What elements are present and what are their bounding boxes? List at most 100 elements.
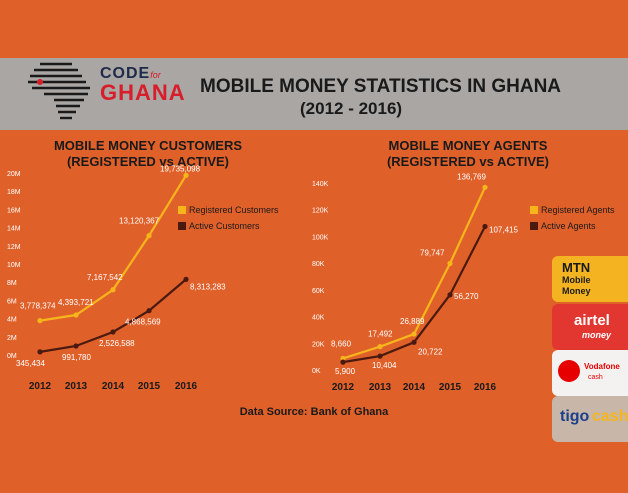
data-point <box>110 287 116 293</box>
logo-for-text: for <box>150 70 161 80</box>
y-tick-label: 12M <box>7 244 21 251</box>
data-label: 13,120,367 <box>119 217 160 226</box>
legend-swatch <box>178 206 186 214</box>
mtn-mobile-money-logo: MTN Mobile Money <box>552 256 628 302</box>
data-label: 991,780 <box>62 353 91 362</box>
y-tick-label: 6M <box>7 298 17 305</box>
y-tick-label: 8M <box>7 280 17 287</box>
data-point <box>447 292 453 298</box>
y-tick-label: 120K <box>312 208 329 215</box>
data-point <box>146 233 152 239</box>
x-tick-label: 2012 <box>332 382 355 393</box>
legend-label: Active Customers <box>189 221 260 231</box>
mtn-logo-line1: MTN <box>562 260 591 275</box>
data-label: 7,167,542 <box>87 273 123 282</box>
legend-swatch <box>178 222 186 230</box>
data-point <box>482 184 488 190</box>
data-point <box>447 260 453 267</box>
data-label: 345,434 <box>16 359 45 368</box>
data-label: 4,393,721 <box>58 298 94 307</box>
data-point <box>146 308 152 314</box>
y-tick-label: 16M <box>7 207 21 214</box>
data-point <box>37 318 43 324</box>
y-tick-label: 20K <box>312 341 325 348</box>
page-subtitle: (2012 - 2016) <box>300 99 403 118</box>
data-label: 10,404 <box>372 361 397 370</box>
data-label: 5,900 <box>335 367 356 376</box>
y-tick-label: 40K <box>312 315 325 322</box>
x-tick-label: 2015 <box>439 382 462 393</box>
data-source-note: Data Source: Bank of Ghana <box>239 406 389 418</box>
data-point <box>482 223 488 230</box>
data-point <box>183 172 189 179</box>
customers-chart-title: MOBILE MONEY CUSTOMERS (REGISTERED vs AC… <box>38 138 258 170</box>
voda-logo-line1: Vodafone <box>584 362 620 371</box>
vodafone-cash-logo: Vodafone cash <box>552 350 628 396</box>
tigo-cash-logo: tigo cash <box>552 396 628 442</box>
page-title: MOBILE MONEY STATISTICS IN GHANA <box>200 76 562 97</box>
y-tick-label: 10M <box>7 262 21 269</box>
voda-logo-line2: cash <box>588 374 603 381</box>
data-label: 26,889 <box>400 317 425 326</box>
legend-swatch <box>530 222 538 230</box>
mtn-logo-line3: Money <box>562 286 591 296</box>
data-label: 4,868,569 <box>125 318 161 327</box>
tigo-logo-line2: cash <box>592 408 628 425</box>
x-tick-label: 2012 <box>29 381 52 392</box>
y-tick-label: 140K <box>312 181 329 188</box>
y-tick-label: 0M <box>7 353 17 360</box>
data-label: 2,526,588 <box>99 339 135 348</box>
data-label: 8,313,283 <box>190 282 226 291</box>
y-tick-label: 4M <box>7 317 17 324</box>
africa-map-logo-icon <box>28 62 90 120</box>
agents-chart-title: MOBILE MONEY AGENTS (REGISTERED vs ACTIV… <box>358 138 578 170</box>
y-tick-label: 20M <box>7 171 21 178</box>
agents-title-line1: MOBILE MONEY AGENTS <box>388 138 548 153</box>
data-point <box>411 339 417 345</box>
agents-title-line2: (REGISTERED vs ACTIVE) <box>386 154 550 169</box>
legend-label: Registered Agents <box>541 205 615 215</box>
tigo-logo-line1: tigo <box>560 408 590 425</box>
x-tick-label: 2014 <box>102 381 125 392</box>
x-tick-label: 2016 <box>175 381 198 392</box>
x-tick-label: 2015 <box>138 381 161 392</box>
customers-title-line1: MOBILE MONEY CUSTOMERS <box>53 138 243 153</box>
data-point <box>73 343 79 349</box>
data-point <box>340 355 346 362</box>
data-label: 79,747 <box>420 248 445 257</box>
y-tick-label: 100K <box>312 234 329 241</box>
legend-label: Active Agents <box>541 221 596 231</box>
x-tick-label: 2016 <box>474 382 497 393</box>
data-point <box>340 359 346 365</box>
logo-ghana-text: GHANA <box>100 80 186 105</box>
data-label: 20,722 <box>418 347 443 356</box>
x-tick-label: 2013 <box>369 382 392 393</box>
data-point <box>411 331 417 337</box>
data-point <box>377 344 383 350</box>
y-tick-label: 18M <box>7 189 21 196</box>
y-tick-label: 2M <box>7 335 17 342</box>
airtel-logo-line1: airtel <box>574 312 610 329</box>
data-label: 56,270 <box>454 292 479 301</box>
data-label: 136,769 <box>457 172 486 181</box>
customers-title-line2: (REGISTERED vs ACTIVE) <box>66 154 230 169</box>
data-point <box>183 276 189 282</box>
data-label: 19,735,098 <box>160 164 201 173</box>
airtel-money-logo: airtel money <box>552 304 628 350</box>
data-label: 17,492 <box>368 330 393 339</box>
data-point <box>37 349 43 355</box>
data-point <box>73 312 79 318</box>
vodafone-speechmark-icon <box>558 360 580 382</box>
y-tick-label: 0K <box>312 368 321 375</box>
legend-label: Registered Customers <box>189 205 279 215</box>
x-tick-label: 2014 <box>403 382 426 393</box>
y-tick-label: 14M <box>7 226 21 233</box>
data-point <box>110 329 116 335</box>
airtel-logo-line2: money <box>582 330 612 340</box>
data-point <box>377 353 383 359</box>
data-label: 107,415 <box>489 226 518 235</box>
legend-swatch <box>530 206 538 214</box>
header-banner <box>0 58 628 130</box>
logo-code-text: CODE <box>100 65 151 82</box>
